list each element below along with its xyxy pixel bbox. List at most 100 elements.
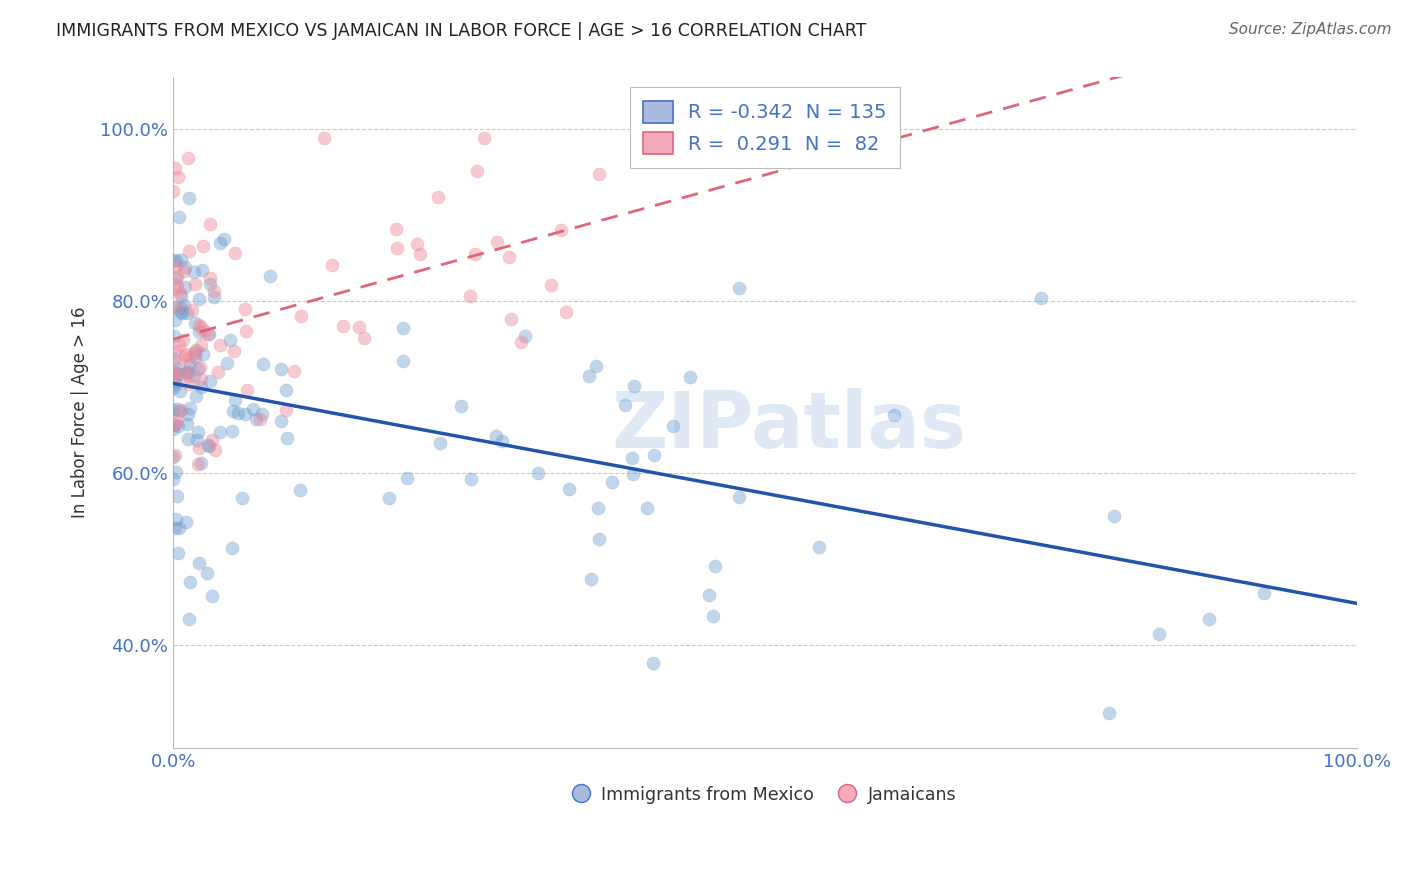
Point bbox=[1098, 706, 1121, 721]
Point bbox=[162, 371, 184, 385]
Point bbox=[176, 432, 198, 446]
Point bbox=[578, 368, 600, 383]
Point bbox=[883, 408, 905, 422]
Point bbox=[167, 418, 190, 433]
Point bbox=[558, 482, 581, 496]
Point bbox=[184, 344, 207, 359]
Point bbox=[233, 301, 256, 316]
Point bbox=[177, 376, 200, 391]
Point bbox=[179, 357, 201, 371]
Point bbox=[162, 471, 184, 485]
Point bbox=[702, 608, 724, 623]
Point bbox=[259, 268, 281, 283]
Point bbox=[165, 343, 187, 358]
Point bbox=[186, 343, 208, 358]
Point bbox=[332, 319, 354, 334]
Point bbox=[540, 277, 562, 292]
Point bbox=[226, 406, 249, 420]
Point bbox=[190, 263, 212, 277]
Point bbox=[808, 540, 831, 554]
Point bbox=[167, 546, 190, 560]
Point bbox=[188, 441, 211, 455]
Point bbox=[177, 191, 200, 205]
Point bbox=[181, 302, 204, 317]
Point bbox=[201, 590, 224, 604]
Point bbox=[167, 338, 190, 352]
Point bbox=[187, 556, 209, 570]
Point bbox=[195, 566, 218, 580]
Point bbox=[169, 301, 191, 315]
Point bbox=[166, 490, 188, 504]
Point bbox=[187, 318, 209, 333]
Point bbox=[222, 343, 245, 358]
Point bbox=[170, 289, 193, 303]
Point bbox=[190, 338, 212, 352]
Point bbox=[165, 281, 187, 295]
Point bbox=[167, 169, 190, 184]
Point bbox=[499, 312, 522, 326]
Point bbox=[197, 439, 219, 453]
Point bbox=[162, 381, 184, 395]
Point bbox=[174, 260, 197, 275]
Point bbox=[190, 319, 212, 334]
Point bbox=[200, 277, 222, 292]
Point bbox=[235, 324, 257, 338]
Point bbox=[190, 456, 212, 470]
Point bbox=[614, 398, 637, 412]
Point bbox=[464, 247, 486, 261]
Point bbox=[661, 419, 683, 434]
Text: Source: ZipAtlas.com: Source: ZipAtlas.com bbox=[1229, 22, 1392, 37]
Point bbox=[184, 277, 207, 292]
Point bbox=[245, 411, 267, 425]
Point bbox=[165, 448, 187, 462]
Point bbox=[550, 223, 572, 237]
Point bbox=[176, 306, 198, 320]
Point bbox=[177, 352, 200, 367]
Point bbox=[491, 434, 513, 448]
Point bbox=[312, 130, 335, 145]
Point bbox=[163, 161, 186, 176]
Point bbox=[276, 383, 298, 397]
Point bbox=[385, 222, 408, 236]
Point bbox=[183, 346, 205, 360]
Point bbox=[219, 333, 242, 347]
Point bbox=[699, 588, 721, 602]
Point bbox=[621, 467, 644, 482]
Point bbox=[679, 370, 702, 384]
Point bbox=[197, 326, 219, 341]
Point bbox=[406, 237, 429, 252]
Point bbox=[179, 244, 201, 259]
Point bbox=[202, 290, 225, 304]
Point bbox=[197, 438, 219, 452]
Point bbox=[527, 467, 550, 481]
Point bbox=[165, 260, 187, 274]
Point bbox=[165, 512, 187, 526]
Point bbox=[221, 424, 243, 438]
Point bbox=[170, 306, 193, 320]
Point bbox=[1253, 586, 1275, 600]
Point bbox=[349, 320, 371, 334]
Point bbox=[169, 286, 191, 301]
Point bbox=[252, 357, 274, 371]
Point bbox=[201, 433, 224, 447]
Point bbox=[163, 351, 186, 365]
Point bbox=[377, 491, 399, 506]
Point bbox=[166, 300, 188, 314]
Point bbox=[162, 450, 184, 465]
Point bbox=[173, 298, 195, 312]
Point bbox=[186, 389, 208, 403]
Point bbox=[165, 413, 187, 427]
Point bbox=[588, 167, 610, 181]
Point bbox=[170, 305, 193, 319]
Point bbox=[235, 407, 257, 421]
Point bbox=[187, 362, 209, 376]
Point bbox=[174, 346, 197, 360]
Point bbox=[184, 316, 207, 330]
Point bbox=[166, 268, 188, 283]
Point bbox=[250, 407, 273, 421]
Point bbox=[727, 281, 749, 295]
Point bbox=[172, 333, 194, 347]
Point bbox=[585, 359, 607, 374]
Point bbox=[170, 252, 193, 267]
Point bbox=[169, 403, 191, 417]
